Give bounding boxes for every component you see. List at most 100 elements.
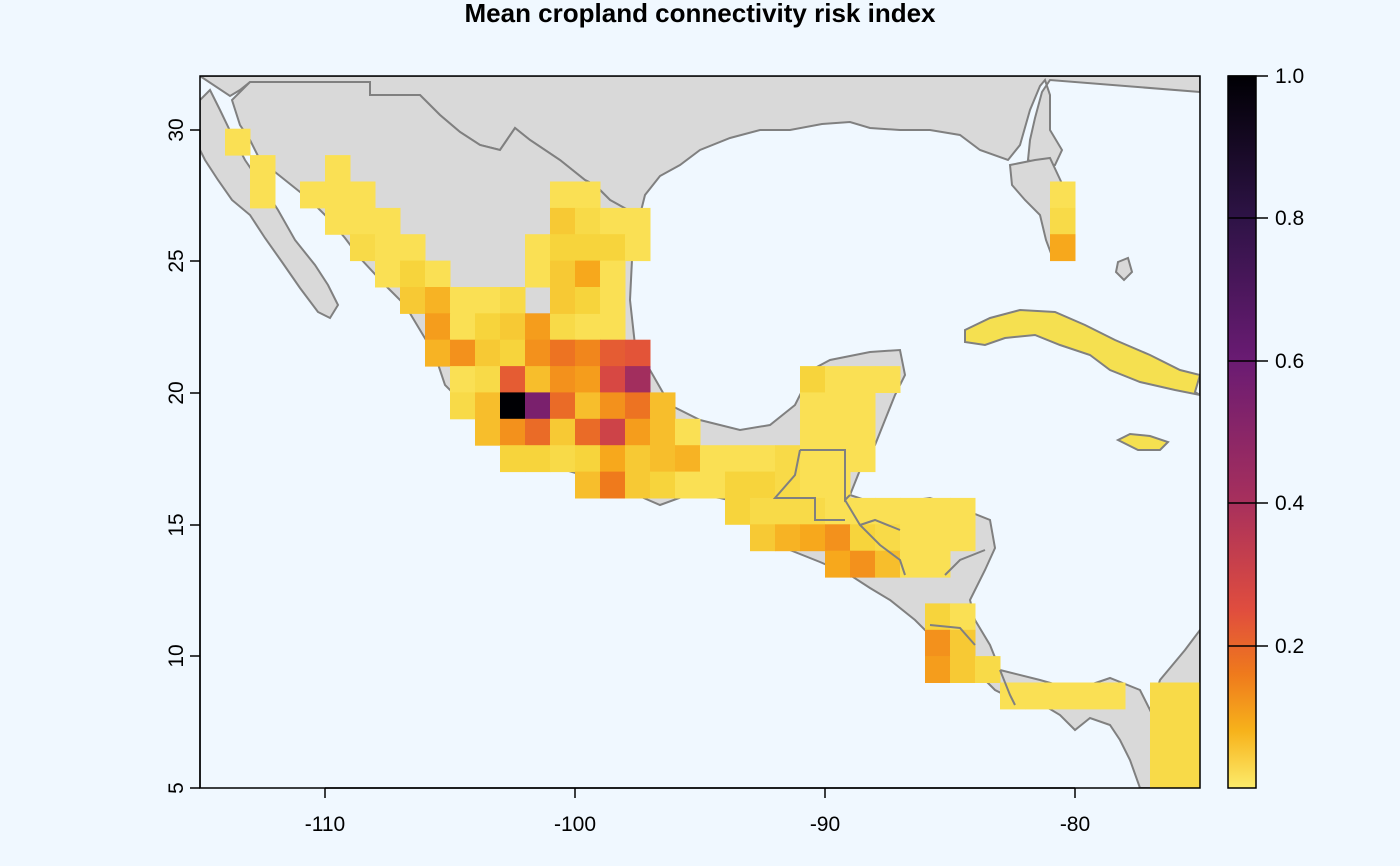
heatmap-cell	[300, 181, 326, 209]
heatmap-cell	[750, 524, 776, 552]
heatmap-cell	[250, 155, 276, 182]
legend-colorbar: 0.2 0.4 0.6 0.8 1.0	[1227, 65, 1305, 789]
heatmap-cell	[350, 181, 376, 209]
heatmap-cell	[250, 181, 276, 209]
heatmap-cell	[525, 418, 551, 446]
heatmap-cell	[1175, 708, 1200, 736]
heatmap-cell	[575, 392, 601, 420]
heatmap-cell	[475, 287, 501, 314]
heatmap-cell	[500, 392, 526, 420]
heatmap-cell	[600, 339, 626, 367]
heatmap-cell	[575, 339, 601, 367]
heatmap-cell	[500, 445, 526, 473]
heatmap-cell	[450, 313, 476, 341]
x-tick-label: -100	[554, 813, 596, 836]
heatmap-cell	[600, 471, 626, 499]
heatmap-cell	[975, 656, 1001, 683]
heatmap-cell	[350, 234, 376, 262]
heatmap-cell	[825, 524, 851, 552]
land-bahamas	[1114, 256, 1134, 282]
heatmap-cell	[725, 471, 751, 499]
heatmap-cell	[675, 471, 701, 499]
heatmap-cell	[550, 445, 576, 473]
heatmap-cell	[625, 339, 651, 367]
heatmap-cell	[825, 366, 851, 393]
heatmap-cell	[225, 128, 251, 156]
heatmap-cell	[575, 260, 601, 288]
heatmap-cell	[625, 366, 651, 393]
heatmap-cell	[550, 392, 576, 420]
heatmap-cell	[925, 656, 951, 683]
heatmap-cell	[625, 471, 651, 499]
heatmap-cell	[875, 366, 901, 393]
heatmap-cell	[950, 629, 976, 657]
heatmap-cell	[1050, 181, 1076, 209]
heatmap-cell	[825, 471, 851, 499]
heatmap-cell	[825, 418, 851, 446]
heatmap-cell	[425, 260, 451, 288]
heatmap-cell	[1175, 682, 1200, 710]
heatmap-cell	[850, 366, 876, 393]
heatmap-cell	[575, 181, 601, 209]
heatmap-cell	[925, 524, 951, 552]
legend-tick-label: 1.0	[1275, 65, 1304, 88]
heatmap-cell	[825, 392, 851, 420]
heatmap-cell	[800, 418, 826, 446]
heatmap-cell	[625, 392, 651, 420]
heatmap-cell	[625, 418, 651, 446]
heatmap-cell	[550, 418, 576, 446]
y-tick-label: 10	[165, 644, 188, 667]
heatmap-cell	[550, 207, 576, 235]
country-borders	[772, 449, 1016, 706]
x-tick-label: -110	[305, 813, 345, 836]
heatmap-cell	[550, 287, 576, 314]
heatmap-cell	[450, 366, 476, 393]
heatmap-cell	[525, 445, 551, 473]
heatmap-cell	[525, 392, 551, 420]
heatmap-cell	[925, 497, 951, 525]
heatmap-cell	[475, 366, 501, 393]
heatmap-cell	[575, 445, 601, 473]
heatmap-cell	[575, 471, 601, 499]
heatmap-cell	[525, 339, 551, 367]
heatmap-cell	[550, 339, 576, 367]
heatmap-cell	[850, 418, 876, 446]
legend-tick-label: 0.4	[1275, 492, 1305, 515]
heatmap-cell	[950, 603, 976, 631]
y-tick-label: 15	[165, 513, 188, 536]
heatmap-cell	[1150, 682, 1176, 710]
heatmap-cell	[700, 471, 726, 499]
heatmap-cell	[500, 287, 526, 314]
heatmap-cell	[400, 287, 426, 314]
legend-tick-label: 0.6	[1275, 350, 1304, 373]
heatmap-cell	[475, 418, 501, 446]
heatmap-cell	[450, 287, 476, 314]
heatmap-cell	[575, 234, 601, 262]
heatmap-cell	[550, 181, 576, 209]
heatmap-cell	[575, 287, 601, 314]
heatmap-cell	[1050, 682, 1076, 710]
heatmap-cell	[600, 445, 626, 473]
heatmap-cell	[650, 418, 676, 446]
heatmap-cell	[525, 366, 551, 393]
heatmap-cell	[700, 445, 726, 473]
heatmap-cells	[225, 128, 1200, 788]
heatmap-cell	[575, 207, 601, 235]
heatmap-cell	[750, 497, 776, 525]
heatmap-cell	[600, 366, 626, 393]
map-panel	[200, 76, 1200, 788]
x-axis: -110 -100 -90 -80	[305, 787, 1090, 836]
heatmap-cell	[800, 524, 826, 552]
heatmap-cell	[1075, 682, 1101, 710]
heatmap-cell	[375, 207, 401, 235]
heatmap-cell	[450, 392, 476, 420]
heatmap-cell	[550, 260, 576, 288]
heatmap-cell	[725, 445, 751, 473]
heatmap-cell	[600, 234, 626, 262]
heatmap-cell	[600, 313, 626, 341]
heatmap-cell	[550, 366, 576, 393]
heatmap-cell	[325, 155, 351, 182]
heatmap-cell	[1050, 207, 1076, 235]
heatmap-cell	[650, 392, 676, 420]
